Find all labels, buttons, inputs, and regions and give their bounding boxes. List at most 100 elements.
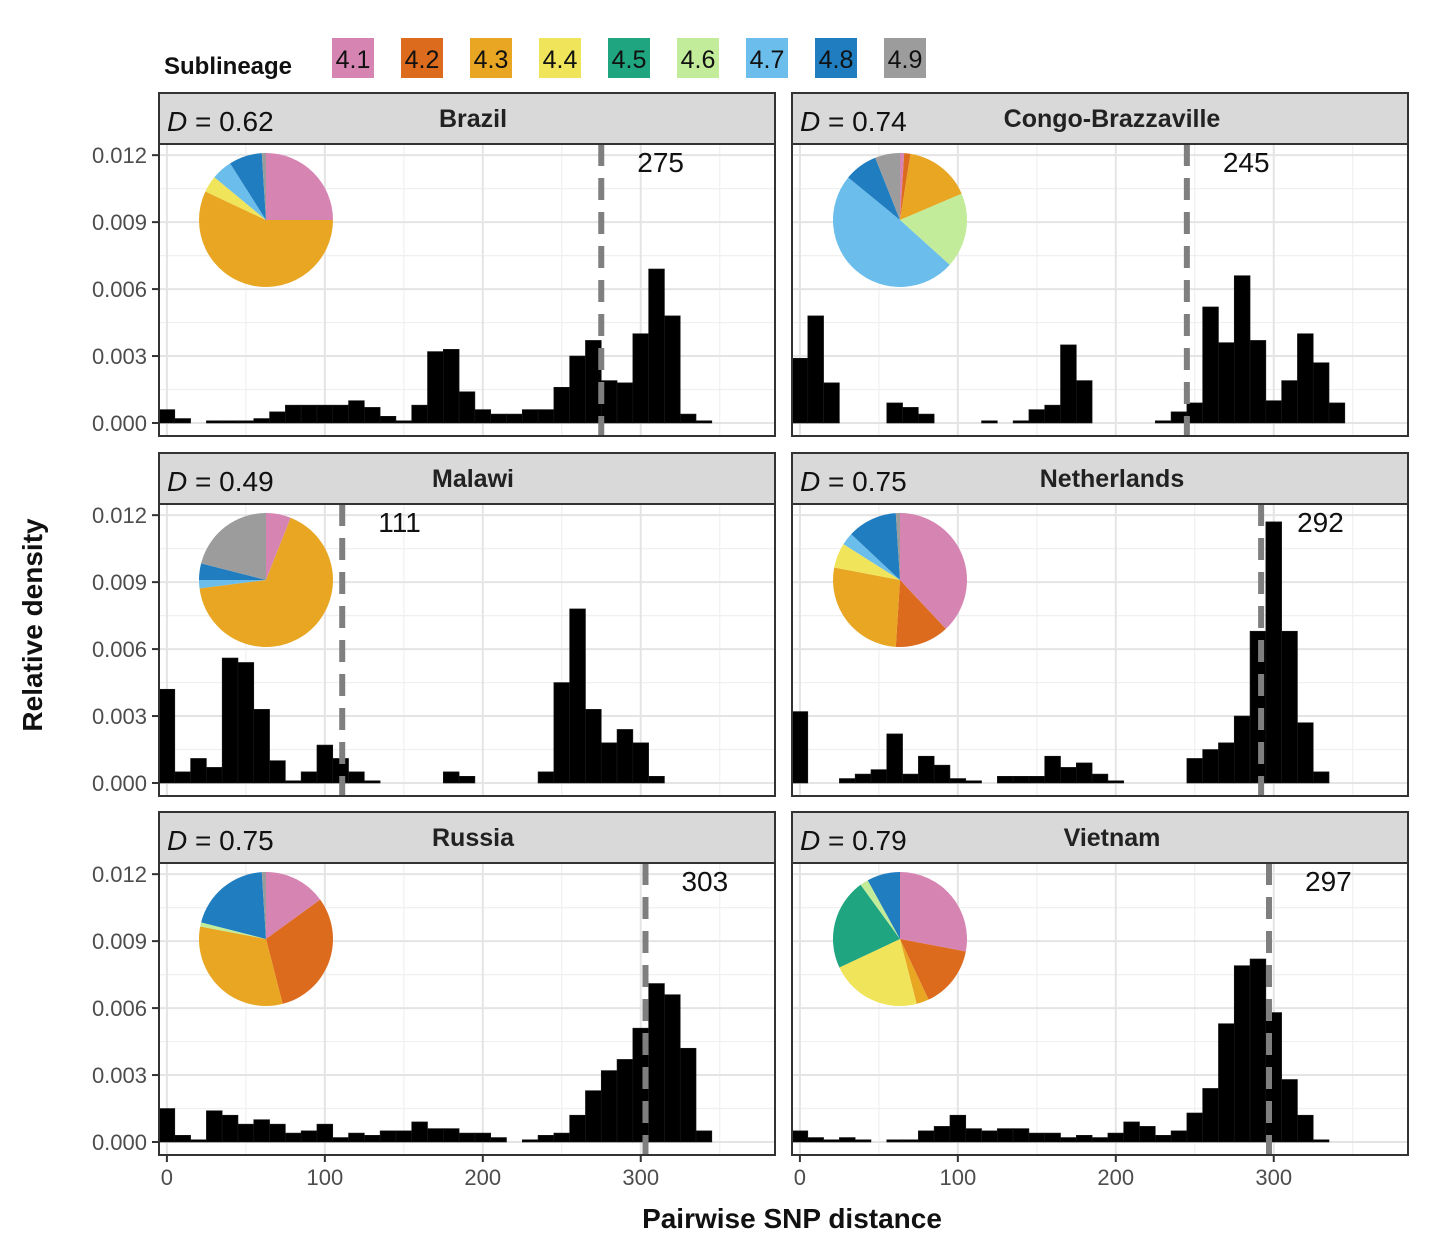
y-axis-label: Relative density [17, 518, 48, 732]
histogram-bar [807, 315, 824, 424]
x-tick-label: 100 [939, 1165, 976, 1190]
histogram-bar [569, 1114, 586, 1143]
histogram-bar [316, 1123, 334, 1143]
legend-label: 4.6 [681, 46, 716, 74]
histogram-bar [253, 709, 270, 784]
sublineage-pie [198, 872, 333, 1007]
histogram-bar [158, 1108, 176, 1143]
histogram-bar [1044, 1132, 1061, 1143]
x-tick-label: 0 [161, 1165, 173, 1190]
histogram-bar [206, 420, 223, 424]
histogram-bar [1044, 755, 1061, 784]
histogram-bar [237, 662, 255, 784]
y-tick-label: 0.006 [92, 277, 147, 302]
diversity-d-value: D = 0.79 [800, 825, 907, 856]
histogram-bar [902, 1139, 919, 1143]
sublineage-pie [199, 513, 333, 648]
pie-slice-4-2 [266, 899, 333, 1004]
histogram-bar [632, 333, 649, 424]
d-symbol: D [167, 466, 187, 497]
histogram-bar [632, 742, 649, 784]
pie-slice-4-1 [900, 872, 968, 952]
histogram-bar [1297, 722, 1314, 784]
pie-slice-4-9 [261, 153, 266, 220]
histogram-bar [285, 780, 302, 784]
legend-swatch [332, 38, 374, 78]
histogram-bar [949, 1114, 967, 1143]
histogram-bar [1044, 404, 1061, 424]
histogram-bar [664, 994, 681, 1143]
histogram-bar [237, 1123, 255, 1143]
histogram-bar [1060, 767, 1077, 784]
histogram-bar [1154, 420, 1172, 424]
pie-slice-4-7 [199, 580, 266, 589]
pie-slice-4-3 [900, 939, 929, 1004]
histogram-bar [253, 418, 270, 424]
histogram-bar [237, 420, 255, 424]
histogram-bars [158, 268, 713, 424]
legend-item-4-2: 4.2 [401, 38, 443, 78]
panel-border [791, 503, 1409, 797]
histogram-bar [553, 682, 570, 784]
legend-swatch [539, 38, 581, 78]
median-label: 111 [378, 507, 421, 538]
d-symbol: D [800, 825, 820, 856]
y-tick-label: 0.003 [92, 1063, 147, 1088]
histogram-bar [981, 420, 998, 424]
histogram-bar [427, 351, 444, 424]
histogram-bar [1091, 773, 1109, 784]
x-tick-label: 200 [464, 1165, 501, 1190]
sublineage-legend: Sublineage 4.1 4.2 4.3 4.4 4.5 4.6 4.7 4.8 4.9 [164, 38, 926, 80]
country-title: Congo-Brazzaville [1004, 105, 1221, 133]
histogram-bar [648, 983, 665, 1143]
histogram-bar [886, 733, 903, 784]
legend-item-4-4: 4.4 [539, 38, 581, 78]
histogram-bar [600, 742, 618, 784]
histogram-bar [1297, 1114, 1314, 1143]
histogram-bar [1281, 630, 1298, 784]
strip-background [158, 92, 776, 145]
histogram-bar [569, 608, 586, 784]
histogram-bar [1028, 776, 1046, 784]
pie-slice-4-3 [900, 153, 962, 220]
legend-label: 4.1 [336, 46, 371, 74]
histogram-bar [300, 404, 318, 424]
histogram-bar [664, 315, 681, 424]
histogram-bar [839, 778, 856, 784]
histogram-bars [158, 983, 713, 1143]
histogram-bar [1202, 1088, 1219, 1143]
histogram-bars [791, 275, 1346, 424]
panel-border [791, 862, 1409, 1156]
histogram-bar [379, 1130, 397, 1143]
histogram-bar [1249, 340, 1267, 424]
pie-slice-4-2 [895, 580, 946, 648]
pie-slice-4-1 [266, 153, 333, 220]
diversity-d-value: D = 0.75 [167, 825, 274, 856]
legend-label: 4.2 [405, 46, 440, 74]
legend-swatch [815, 38, 857, 78]
d-value: = 0.75 [187, 825, 273, 856]
y-tick-label: 0.012 [92, 862, 147, 887]
histogram-bar [364, 1135, 381, 1143]
histogram-bar [791, 1130, 809, 1143]
histogram-bar [997, 776, 1014, 784]
panel-netherlands: D = 0.75 Netherlands 292 [791, 452, 1409, 797]
histogram-bar [174, 418, 191, 424]
histogram-bar [585, 1090, 602, 1143]
histogram-bar [458, 1132, 476, 1143]
histogram-bar [332, 404, 349, 424]
histogram-bar [537, 1135, 555, 1143]
histogram-bar [458, 776, 476, 784]
histogram-bar [1186, 1112, 1203, 1143]
country-title: Vietnam [1064, 824, 1161, 852]
histogram-bar [1186, 758, 1203, 784]
y-tick-label: 0.006 [92, 996, 147, 1021]
histogram-bar [791, 711, 809, 784]
median-label: 292 [1297, 507, 1344, 538]
legend-label: 4.4 [543, 46, 578, 74]
histogram-bar [1202, 749, 1219, 784]
histogram-bar [300, 771, 318, 784]
legend-swatch [401, 38, 443, 78]
histogram-bar [1281, 380, 1298, 424]
